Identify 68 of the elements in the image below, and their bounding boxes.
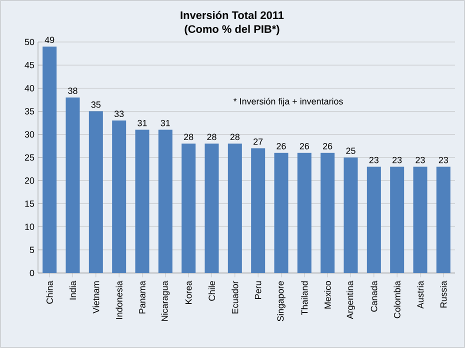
x-tick-label: Korea [185,280,192,304]
bar [344,158,358,273]
data-label: 25 [346,148,356,154]
y-tick-label: 15 [25,200,34,207]
x-tick-label: Russia [440,280,447,308]
bar [42,46,57,273]
data-label: 26 [323,143,332,150]
y-tick-label: 35 [24,108,34,114]
data-label: 28 [230,134,240,140]
x-tick-label: Nicaragua [161,280,170,321]
data-label: 23 [416,156,425,164]
bar [436,166,450,273]
x-tick-label: Vietnam [92,281,100,314]
y-tick-label: 30 [24,131,34,138]
bar [320,152,335,273]
data-label: 23 [369,156,379,164]
x-tick-label: Ecuador [232,280,238,314]
data-label: 26 [276,143,286,150]
bar [135,130,150,273]
bar [112,120,126,273]
y-tick-label: 5 [30,246,34,254]
y-tick-label: 45 [24,62,34,68]
x-tick-label: Chile [208,281,216,301]
y-tick-label: 10 [25,224,34,230]
x-tick-label: Canada [370,280,378,312]
x-tick-label: Thailand [301,281,308,315]
chart-title: Inversión Total 2011 [180,10,284,20]
bar [390,166,404,273]
annotation: * Inversión fija + inventarios [233,98,343,106]
y-tick-label: 50 [24,38,34,46]
data-label: 28 [184,134,194,140]
x-tick-label: Colombia [394,280,400,318]
bar [66,97,80,273]
y-tick-label: 40 [24,85,34,92]
x-tick-label: Indonesia [116,280,122,319]
data-label: 28 [207,134,216,140]
x-tick-label: India [69,280,76,300]
bar [413,166,428,273]
data-label: 33 [114,110,124,118]
y-tick-label: 25 [24,154,34,161]
x-tick-label: Austria [416,280,424,309]
chart-subtitle: (Como % del PIB*) [184,24,280,36]
y-tick-label: 20 [24,177,34,184]
data-label: 31 [160,120,170,126]
data-label: 23 [438,156,448,164]
x-tick-label: Singapore [277,281,286,322]
bar [88,111,103,273]
bar [182,144,196,273]
bar [228,144,242,273]
bar [158,130,172,273]
x-tick-label: Panama [139,280,146,314]
bar [251,148,266,273]
x-tick-label: Peru [254,281,262,299]
data-label: 49 [44,36,54,44]
x-tick-label: China [46,280,53,304]
data-label: 31 [138,120,147,126]
data-label: 35 [91,101,101,108]
bar [204,144,219,273]
data-label: 27 [254,138,263,145]
y-tick-label: 0 [30,270,34,276]
data-label: 26 [300,143,310,150]
x-tick-label: Argentina [346,280,355,320]
x-tick-label: Mexico [324,281,331,308]
bar [366,166,381,273]
bar [274,152,288,273]
data-label: 38 [68,88,78,94]
data-label: 23 [392,156,402,164]
bar [297,152,312,273]
